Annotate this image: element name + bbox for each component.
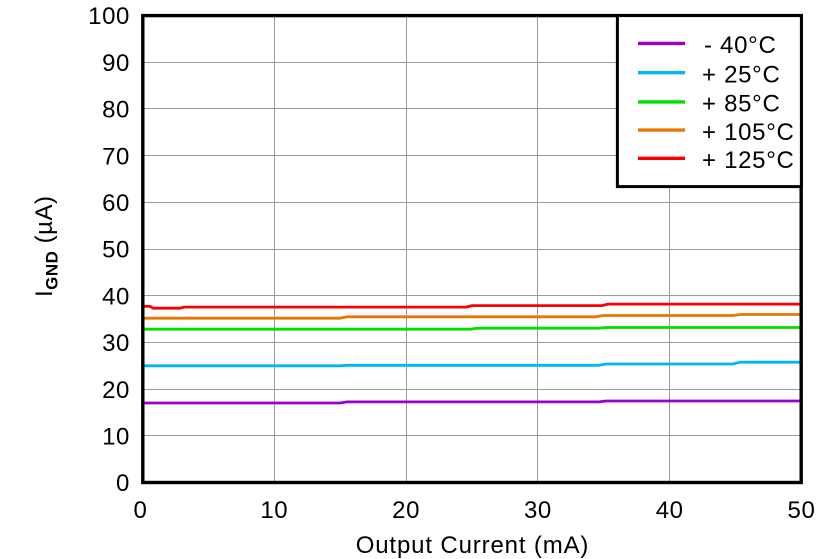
svg-text:50: 50 [102, 237, 130, 264]
svg-text:20: 20 [392, 497, 420, 524]
svg-text:0: 0 [134, 497, 148, 524]
svg-text:10: 10 [102, 424, 130, 451]
svg-text:40: 40 [656, 497, 684, 524]
svg-text:100: 100 [88, 3, 130, 30]
svg-text:20: 20 [102, 377, 130, 404]
svg-text:- 40°C: - 40°C [704, 32, 777, 59]
svg-text:+ 125°C: + 125°C [702, 147, 795, 174]
svg-text:Output Current (mA): Output Current (mA) [356, 532, 590, 559]
svg-text:30: 30 [102, 330, 130, 357]
svg-text:40: 40 [102, 283, 130, 310]
svg-text:50: 50 [788, 497, 816, 524]
svg-text:10: 10 [260, 497, 288, 524]
svg-text:0: 0 [116, 470, 130, 497]
svg-text:IGND (µA): IGND (µA) [31, 196, 62, 297]
svg-text:+ 25°C: + 25°C [702, 61, 781, 88]
svg-text:70: 70 [102, 143, 130, 170]
svg-text:+ 105°C: + 105°C [702, 119, 795, 146]
svg-text:90: 90 [102, 50, 130, 77]
svg-text:60: 60 [102, 190, 130, 217]
svg-text:+ 85°C: + 85°C [702, 91, 781, 118]
svg-text:80: 80 [102, 97, 130, 124]
svg-text:30: 30 [524, 497, 552, 524]
